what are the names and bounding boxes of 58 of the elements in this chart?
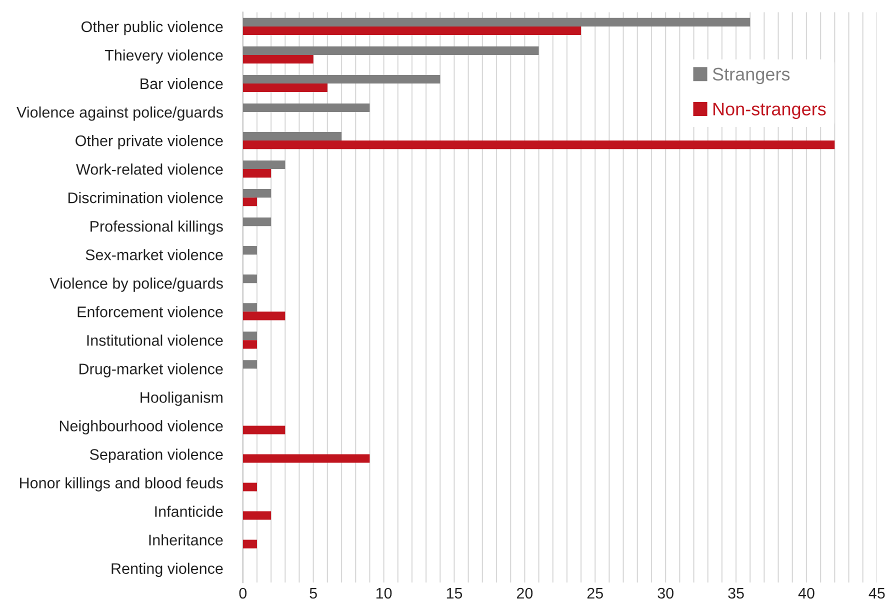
x-tick-label: 15 [446,588,462,599]
bar [242,74,440,84]
bar [242,274,257,284]
y-tick-label: Neighbourhood violence [60,420,223,434]
bar [242,103,370,112]
y-tick-label: Sex-market violence [86,249,223,260]
bar [242,246,257,255]
x-tick-label: 45 [868,588,885,599]
x-tick-label: 40 [798,588,814,599]
y-tick-label: Violence against police/guards [16,106,223,121]
y-tick-label: Hooliganism [140,392,222,406]
y-tick-label: Renting violence [112,562,223,577]
bar [242,169,272,178]
bar [242,132,342,141]
bar [242,426,286,434]
x-tick-label: 10 [376,588,392,599]
bar [242,332,257,340]
legend-label: Strangers [712,68,790,84]
bar [242,160,286,170]
bar [242,54,314,64]
y-tick-label: Discrimination violence [68,192,223,204]
y-tick-label: Inheritance [149,534,223,546]
bar [242,140,835,150]
y-tick-label: Work-related violence [76,164,223,175]
x-tick-label: 5 [310,588,317,599]
y-tick-label: Drug-market violence [80,363,223,378]
bar [242,482,257,492]
x-tick-label: 30 [658,588,674,599]
bar [242,26,582,36]
y-tick-label: Violence by police/guards [50,278,223,292]
y-tick-label: Bar violence [140,78,223,90]
y-tick-label: Enforcement violence [78,306,223,318]
bar [242,189,272,198]
y-tick-label: Other private violence [76,134,223,150]
y-tick-label: Honor killings and blood feuds [20,477,223,492]
bar [242,18,750,26]
bar [242,312,286,320]
bar [242,198,257,206]
bar [242,511,272,520]
y-tick-label: Separation violence [90,448,223,463]
bar [242,303,257,312]
y-tick-label: Thievery violence [104,49,223,64]
x-tick-label: 0 [239,588,247,599]
y-tick-label: Institutional violence [87,334,223,346]
bar [242,454,370,463]
bar [242,218,272,226]
y-tick-label: Infanticide [155,506,223,517]
y-tick-label: Other public violence [82,20,223,36]
bar [242,46,539,55]
bar [242,340,257,349]
bar [242,83,328,92]
x-tick-label: 20 [516,588,533,599]
bar [242,540,257,548]
x-tick-label: 25 [587,588,603,599]
bar [242,360,257,369]
x-tick-label: 35 [728,588,744,599]
y-tick-label: Professional killings [90,220,223,235]
legend-label: Non-strangers [713,102,826,120]
